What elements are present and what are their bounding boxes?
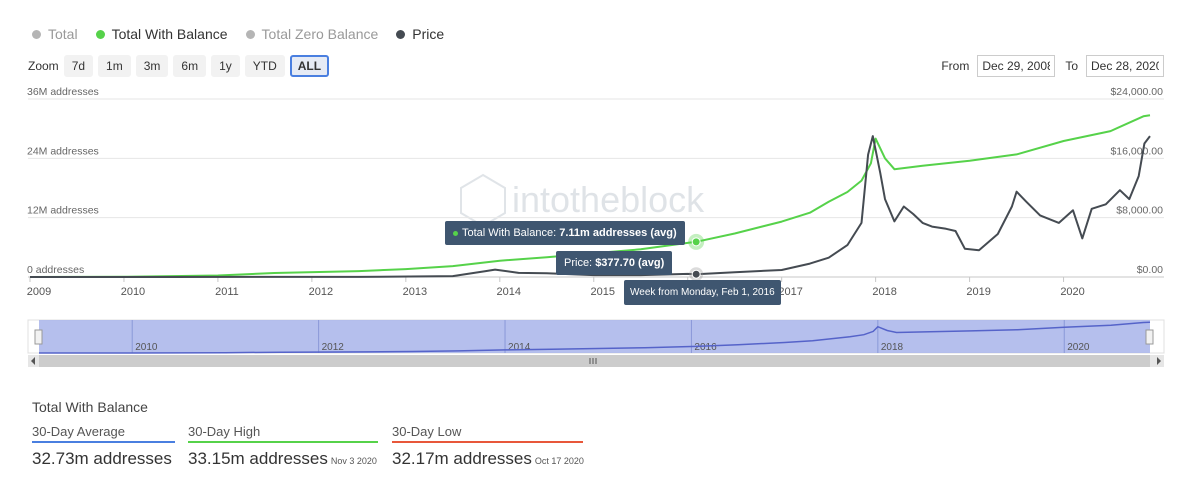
hover-point-price <box>691 269 701 279</box>
navigator-tick-label: 2018 <box>881 342 904 353</box>
zoom-3m-button[interactable]: 3m <box>135 55 169 77</box>
zoom-ytd-button[interactable]: YTD <box>244 55 285 77</box>
navigator-tick-label: 2012 <box>322 342 345 353</box>
from-label: From <box>941 59 970 73</box>
zoom-7d-button[interactable]: 7d <box>63 55 94 77</box>
navigator-tick-label: 2014 <box>508 342 531 353</box>
tooltip-series-value: 7.11m addresses (avg) <box>559 227 677 239</box>
legend-item-price[interactable]: Price <box>396 26 444 42</box>
hover-point-total-with-balance <box>691 237 701 247</box>
stat-30-day-high: 30-Day High 33.15m addresses Nov 3 2020 <box>188 424 378 469</box>
x-axis-tick-label: 2009 <box>27 286 51 298</box>
stat-label: 30-Day High <box>188 424 261 439</box>
navigator-left-handle[interactable] <box>34 329 43 345</box>
tooltip-price-value: $377.70 (avg) <box>595 257 665 269</box>
legend-item-total-with-balance[interactable]: Total With Balance <box>95 26 228 42</box>
tooltip-series-label: Total With Balance: <box>462 227 560 239</box>
to-label: To <box>1065 59 1078 73</box>
stat-date: Nov 3 2020 <box>330 456 377 466</box>
legend-label: Price <box>412 26 445 42</box>
scroll-left-arrow-icon[interactable] <box>31 357 35 365</box>
y-axis-left-tick-label: 36M addresses <box>27 86 99 98</box>
y-axis-left-tick-label: 12M addresses <box>27 205 99 217</box>
legend-dot-icon <box>95 29 105 39</box>
x-axis-tick-label: 2018 <box>872 286 896 298</box>
stat-underline <box>32 441 175 443</box>
navigator-tick-label: 2020 <box>1067 342 1090 353</box>
tooltip-dot-icon <box>453 230 458 236</box>
scroll-right-arrow-icon[interactable] <box>1157 357 1161 365</box>
stat-value: 33.15m addresses <box>188 449 328 468</box>
stat-date: Oct 17 2020 <box>534 456 584 466</box>
zoom-1m-button[interactable]: 1m <box>98 55 131 77</box>
y-axis-right-tick-label: $8,000.00 <box>1116 205 1163 217</box>
from-date-input[interactable] <box>977 55 1056 77</box>
x-axis-tick-label: 2012 <box>309 286 333 298</box>
y-axis-right-tick-label: $24,000.00 <box>1110 86 1163 98</box>
legend-dot-icon <box>32 29 41 39</box>
x-axis-tick-label: 2020 <box>1060 286 1084 298</box>
summary-title: Total With Balance <box>32 399 148 415</box>
zoom-6m-button[interactable]: 6m <box>173 55 207 77</box>
tooltip-price-label: Price: <box>564 257 596 269</box>
stat-label: 30-Day Low <box>392 424 462 439</box>
x-axis-tick-label: 2017 <box>778 286 802 298</box>
navigator-series-line <box>39 321 1151 354</box>
legend-label: Total With Balance <box>111 26 228 42</box>
legend-dot-icon <box>245 29 255 39</box>
legend-dot-icon <box>396 29 406 39</box>
y-axis-right-tick-label: $16,000.00 <box>1110 145 1163 157</box>
x-axis-tick-label: 2010 <box>121 286 145 298</box>
legend-label: Total <box>48 26 78 42</box>
x-axis-tick-label: 2019 <box>966 286 990 298</box>
zoom-1y-button[interactable]: 1y <box>211 55 240 77</box>
zoom-all-button[interactable]: ALL <box>289 55 330 77</box>
stat-value-row: 33.15m addresses Nov 3 2020 <box>188 449 378 469</box>
watermark-logo: intotheblock <box>460 173 705 228</box>
x-axis-tick-label: 2011 <box>215 286 239 298</box>
navigator-right-handle[interactable] <box>1145 329 1154 345</box>
tooltip-week: Week from Monday, Feb 1, 2016 <box>624 280 781 305</box>
x-axis-tick-label: 2014 <box>497 286 521 298</box>
legend-label: Total Zero Balance <box>261 26 379 42</box>
y-axis-left-tick-label: 0 addresses <box>27 264 84 276</box>
legend-item-total-zero-balance[interactable]: Total Zero Balance <box>245 26 379 42</box>
navigator-tick-label: 2016 <box>694 342 717 353</box>
stat-30-day-low: 30-Day Low 32.17m addresses Oct 17 2020 <box>392 424 584 469</box>
navigator-selection <box>39 320 1150 353</box>
stat-underline <box>392 441 583 443</box>
legend-item-total[interactable]: Total <box>32 26 78 42</box>
stat-label: 30-Day Average <box>32 424 125 439</box>
y-axis-left-tick-label: 24M addresses <box>27 145 99 157</box>
series-line-total-with-balance <box>29 114 1151 278</box>
stat-value-row: 32.17m addresses Oct 17 2020 <box>392 449 584 469</box>
tooltip-week-text: Week from Monday, Feb 1, 2016 <box>630 287 775 298</box>
stat-30-day-average: 30-Day Average 32.73m addresses <box>32 424 175 469</box>
series-line-price <box>30 135 1151 278</box>
x-axis-tick-label: 2013 <box>403 286 427 298</box>
tooltip-total-with-balance: Total With Balance: 7.11m addresses (avg… <box>445 221 685 245</box>
zoom-controls: Zoom 7d 1m 3m 6m 1y YTD ALL <box>28 55 330 77</box>
to-date-input[interactable] <box>1086 55 1164 77</box>
navigator-tick-label: 2010 <box>135 342 158 353</box>
zoom-label: Zoom <box>28 59 59 73</box>
tooltip-price: Price: $377.70 (avg) <box>556 251 673 275</box>
date-range: From To <box>941 55 1164 77</box>
y-axis-right-tick-label: $0.00 <box>1137 264 1163 276</box>
scrollbar-thumb[interactable] <box>39 355 1150 367</box>
chart-legend: Total Total With Balance Total Zero Bala… <box>32 26 444 42</box>
stat-value: 32.17m addresses <box>392 449 532 468</box>
stat-value-row: 32.73m addresses <box>32 449 175 469</box>
watermark-cube-icon <box>460 173 506 228</box>
stat-underline <box>188 441 378 443</box>
stat-value: 32.73m addresses <box>32 449 172 468</box>
x-axis-tick-label: 2015 <box>591 286 615 298</box>
watermark-text: intotheblock <box>512 179 705 220</box>
